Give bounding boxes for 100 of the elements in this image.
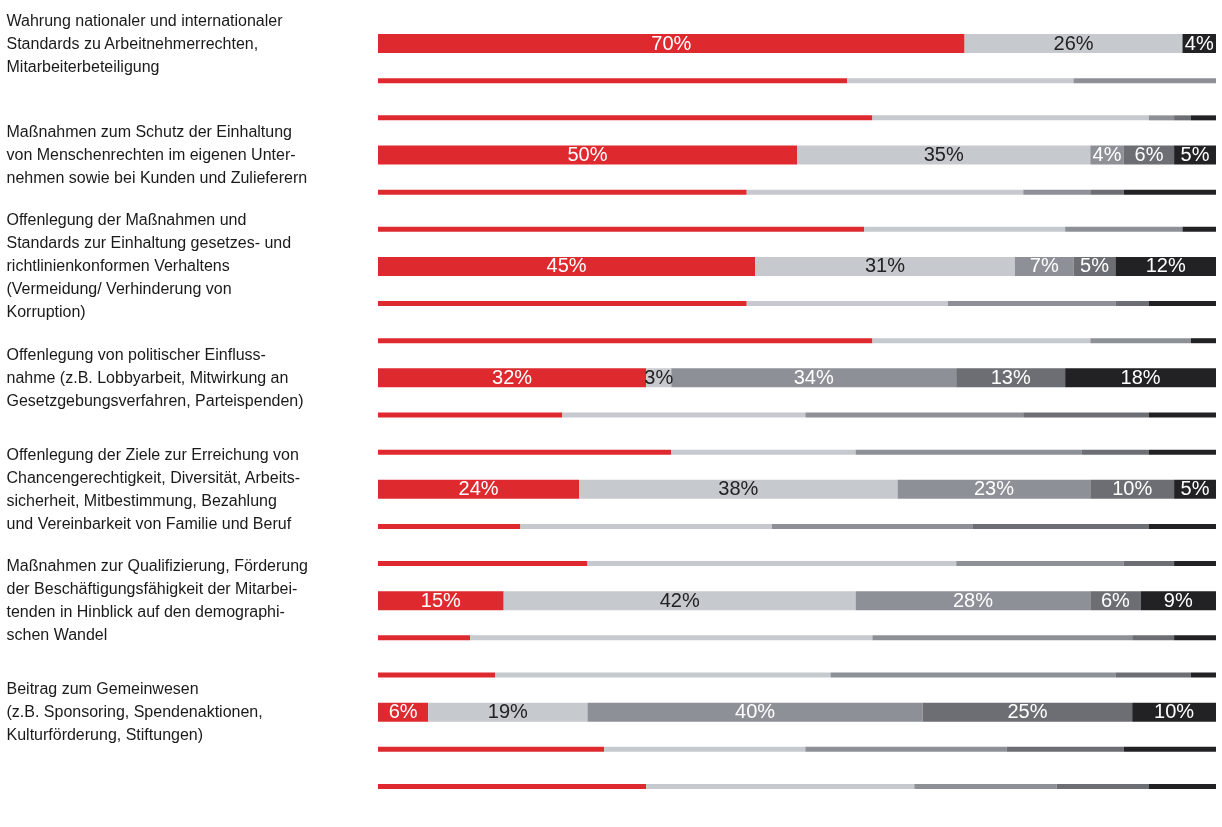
bar [1006, 746, 1124, 752]
data-label: 42% [659, 588, 700, 611]
data-label: 34% [793, 365, 834, 388]
data-label: 23% [973, 477, 1015, 500]
bar [914, 783, 1057, 789]
data-label: 12% [1145, 254, 1186, 277]
bar [746, 189, 1024, 195]
bar [1148, 115, 1175, 121]
y-tick-label: Offenlegung von politischer Einfluss- nahme (z.B. Lobbyarbeit, Mitwirkung an Gesetzgebungsverfahren, Parteispenden) [6, 345, 304, 409]
bar [1115, 672, 1191, 678]
y-tick-label: Maßnahmen zum Schutz der Einhaltung von Menschenrechten im eigenen Unter- nehmen sowie bei Kunden und Zulieferern [6, 123, 308, 186]
y-tick-label: Offenlegung der Ziele zur Erreichung von Chancengerechtigkeit, Diversität, Arbeits- sicherheit, Mitbestimmung, Bezahlung und Vereinbarkeit von Familie und Beruf [6, 445, 300, 532]
bar [1023, 189, 1091, 195]
bar [1090, 189, 1124, 195]
bar [378, 523, 521, 529]
bar [947, 301, 1116, 307]
bar [378, 746, 605, 752]
bar [520, 523, 772, 529]
data-label: 70% [651, 31, 692, 54]
y-tick-label: Maßnahmen zur Qualifizierung, Förderung der Beschäftigungsfähigkeit der Mitarbei- tenden in Hinblick auf den demographi- schen Wandel [6, 557, 308, 644]
data-label: 25% [1007, 700, 1048, 723]
data-label: 40% [735, 700, 776, 723]
bar [1148, 412, 1216, 418]
data-label: 24% [458, 477, 499, 500]
bar [562, 412, 806, 418]
bar [378, 412, 563, 418]
bar [1174, 635, 1216, 641]
bar [1148, 523, 1216, 529]
bar [805, 746, 1007, 752]
bar [378, 449, 672, 455]
data-label: 5% [1180, 477, 1210, 500]
data-label: 28% [952, 588, 994, 611]
bar [1148, 783, 1216, 789]
bar [378, 338, 873, 344]
data-label: 26% [1053, 31, 1094, 54]
data-label: 31% [864, 254, 906, 277]
data-label: 18% [1120, 365, 1161, 388]
bar [378, 78, 848, 84]
bar [1123, 561, 1175, 567]
bar [646, 783, 915, 789]
data-label: 32% [492, 365, 533, 388]
data-label: 7% [1029, 254, 1059, 277]
bar [378, 301, 747, 307]
bar [671, 449, 856, 455]
bar [1190, 115, 1216, 121]
data-label: 13% [990, 365, 1031, 388]
data-label: 10% [1112, 477, 1153, 500]
data-label: 50% [567, 143, 608, 165]
data-label: 10% [1154, 700, 1195, 723]
data-label: 6% [1100, 588, 1131, 611]
bar [872, 635, 1133, 641]
bar [847, 78, 1074, 84]
bar [1190, 338, 1216, 344]
y-tick-label: Beitrag zum Gemeinwesen (z.B. Sponsoring, Spendenaktionen, Kulturförderung, Stiftungen) [6, 680, 263, 744]
data-label: 6% [388, 700, 418, 723]
bar [872, 338, 1091, 344]
bar [1090, 338, 1191, 344]
bar [1148, 301, 1216, 307]
bar [495, 672, 831, 678]
bar [1081, 449, 1149, 455]
bar [378, 635, 471, 641]
bar [1123, 746, 1216, 752]
bar [771, 523, 973, 529]
bar [830, 672, 1116, 678]
bar [378, 672, 496, 678]
bar [1174, 561, 1216, 567]
data-label: 35% [923, 143, 964, 165]
data-label: 9% [1163, 588, 1193, 611]
data-label: 45% [546, 254, 587, 277]
bar [378, 783, 647, 789]
bar [378, 226, 865, 232]
bar [872, 115, 1149, 121]
bar [1056, 783, 1149, 789]
bar [1190, 672, 1216, 678]
bar [1132, 635, 1175, 641]
data-label: 19% [487, 700, 529, 723]
data-label: 5% [1180, 143, 1210, 165]
bar [470, 635, 873, 641]
bar [1065, 226, 1183, 232]
bar [378, 561, 588, 567]
data-label: 6% [1134, 143, 1164, 165]
bar [1123, 189, 1216, 195]
bar [864, 226, 1066, 232]
bar [1148, 449, 1216, 455]
bar [378, 189, 747, 195]
bar [378, 115, 873, 121]
bar [587, 561, 957, 567]
data-label: 4% [1184, 31, 1214, 54]
bar [972, 523, 1149, 529]
bar [1023, 412, 1149, 418]
bar [855, 449, 1082, 455]
bar [1115, 301, 1149, 307]
data-label: 15% [420, 588, 462, 611]
bar [604, 746, 806, 752]
data-label: 4% [1092, 143, 1122, 165]
bar [1182, 226, 1216, 232]
bar [956, 561, 1124, 567]
data-label: 5% [1080, 254, 1110, 277]
bar [805, 412, 1024, 418]
bar [746, 301, 948, 307]
